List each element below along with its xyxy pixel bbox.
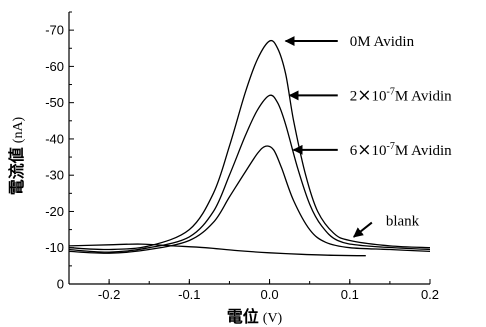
annotation-arrow (353, 221, 373, 238)
annotations: 0M Avidin 2×10-7M Avidin 6×10-7M Avidin bla… (284, 34, 452, 238)
annotation-annot-2: 2×10-7M Avidin (288, 85, 452, 105)
curve-avidin-2e-7 (68, 94, 431, 253)
y-axis-title: 電流値(nA) (7, 116, 26, 195)
y-tick-label: -60 (45, 59, 64, 74)
annotation-annot-6: 6×10-7M Avidin (292, 140, 452, 160)
x-axis-title: 電位 (V) (227, 307, 283, 326)
annotation-label: blank (386, 214, 420, 230)
curve-avidin-0 (68, 39, 431, 251)
y-tick-label: -30 (45, 168, 64, 183)
x-tick-label: 0.1 (341, 287, 359, 302)
x-tick-label: -0.1 (178, 287, 200, 302)
y-tick-label: -20 (45, 204, 64, 219)
curve-blank (68, 243, 366, 257)
annotation-label: 0M Avidin (350, 34, 415, 50)
y-tick-label: 0 (57, 277, 64, 292)
x-tick-label: -0.2 (98, 287, 120, 302)
plot-frame (68, 12, 430, 285)
y-ticks: 0 -10 -20 -30 -40 -50 -60 -70 (45, 11, 74, 292)
curves (68, 39, 431, 257)
annotation-annot-0: 0M Avidin (284, 34, 415, 50)
y-tick-label: -50 (45, 95, 64, 110)
x-tick-label: 0.2 (421, 287, 439, 302)
annotation-label: 6×10-7M Avidin (350, 140, 452, 160)
curve-avidin-6e-7 (68, 145, 431, 254)
x-ticks: -0.2 -0.1 0.0 0.1 0.2 (68, 279, 439, 302)
y-tick-label: -70 (45, 23, 64, 38)
y-tick-label: -10 (45, 240, 64, 255)
annotation-annot-blank: blank (353, 214, 420, 238)
x-tick-label: 0.0 (261, 287, 279, 302)
y-tick-label: -40 (45, 131, 64, 146)
annotation-label: 2×10-7M Avidin (350, 85, 452, 105)
